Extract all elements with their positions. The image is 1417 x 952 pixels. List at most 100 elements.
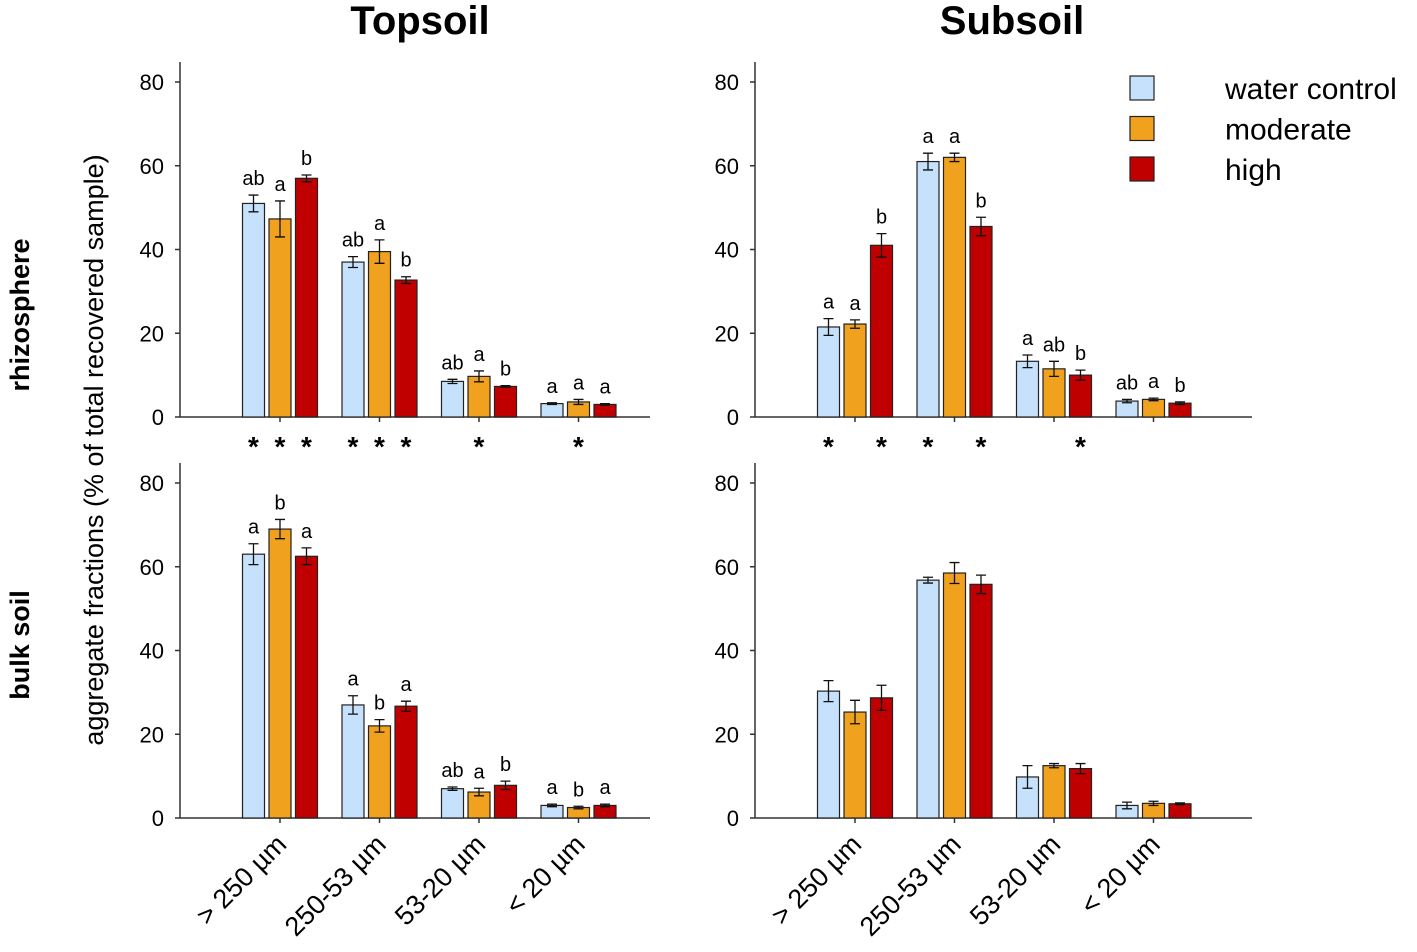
error-bar [923, 576, 933, 584]
bar-high [394, 279, 418, 418]
significance-letter: a [248, 517, 260, 539]
error-bar [1022, 354, 1033, 369]
error-bar [248, 194, 259, 213]
bar-moderate [268, 528, 292, 819]
significance-star: * [374, 431, 385, 462]
error-bar [823, 680, 834, 703]
error-bar [1148, 800, 1159, 807]
significance-letter: b [374, 693, 385, 715]
bar-water-control [916, 579, 940, 819]
y-tick-label: 20 [715, 722, 739, 747]
error-bar [573, 398, 584, 406]
bar-moderate [942, 156, 967, 418]
error-bar [547, 402, 557, 406]
bar-high [969, 225, 993, 418]
y-tick-label: 0 [152, 405, 164, 430]
error-bar [923, 152, 933, 171]
y-axis-label: aggregate fractions (% of total recovere… [79, 154, 109, 745]
error-bar [949, 152, 960, 163]
y-tick-label: 40 [140, 238, 164, 263]
error-bar [1049, 360, 1059, 378]
error-bar [275, 200, 285, 238]
significance-letter: ab [242, 168, 264, 190]
row-title-rhizosphere: rhizosphere [5, 238, 35, 391]
significance-letter: ab [342, 230, 364, 252]
error-bar [1049, 762, 1059, 769]
significance-star: * [401, 431, 412, 462]
bar-high [1068, 374, 1093, 418]
significance-letter: a [546, 376, 558, 398]
significance-star: * [573, 431, 584, 462]
bar-water-control [341, 704, 365, 819]
error-bar [976, 216, 986, 237]
error-bar [474, 787, 484, 797]
significance-letter: a [922, 126, 934, 148]
column-title-topsoil: Topsoil [350, 0, 489, 43]
significance-letter: a [849, 293, 861, 315]
error-bar [500, 384, 511, 388]
significance-letter: a [823, 292, 835, 314]
bar-moderate [843, 711, 867, 819]
significance-letter: b [975, 190, 986, 212]
error-bar [876, 684, 887, 712]
bar-water-control [440, 380, 465, 418]
error-bar [876, 232, 887, 258]
error-bar [547, 803, 557, 808]
significance-star: * [876, 431, 887, 462]
significance-letter: b [573, 779, 584, 801]
column-title-subsoil: Subsoil [940, 0, 1084, 43]
x-tick-label: < 20 µm [500, 829, 591, 920]
error-bar [374, 239, 385, 264]
error-bar [1122, 801, 1132, 810]
significance-letter: a [1022, 328, 1034, 350]
error-bar [301, 174, 312, 183]
error-bar [1175, 802, 1185, 806]
significance-star: * [301, 431, 312, 462]
significance-letter: a [573, 372, 585, 394]
y-tick-label: 40 [140, 639, 164, 664]
significance-letter: b [400, 250, 411, 272]
row-title-bulk-soil: bulk soil [5, 590, 35, 700]
significance-letter: a [301, 521, 313, 543]
bar-high [1168, 803, 1192, 819]
significance-letter: b [500, 359, 511, 381]
bar-moderate [1141, 398, 1166, 418]
x-tick-label: 250-53 µm [279, 829, 392, 942]
bar-water-control [540, 403, 564, 418]
bar-high [1068, 767, 1093, 819]
error-bar [850, 319, 860, 329]
y-tick-label: 0 [727, 405, 739, 430]
bar-water-control [1015, 360, 1040, 418]
bar-water-control [1115, 400, 1139, 418]
error-bar [600, 402, 610, 406]
bar-moderate [843, 323, 867, 418]
legend-swatch-water-control [1129, 75, 1155, 101]
bar-high [869, 697, 894, 819]
significance-letter: ab [1043, 334, 1065, 356]
error-bar [1148, 397, 1159, 402]
x-tick-label: 250-53 µm [854, 829, 967, 942]
bar-moderate [367, 725, 392, 819]
y-tick-label: 20 [140, 321, 164, 346]
significance-star: * [474, 431, 485, 462]
y-tick-label: 80 [715, 70, 739, 95]
bar-high [969, 583, 993, 819]
bar-water-control [241, 202, 266, 418]
x-tick-label: 53-20 µm [964, 829, 1066, 931]
significance-star: * [348, 431, 359, 462]
significance-letter: b [301, 148, 312, 170]
bar-moderate [367, 250, 392, 418]
bar-high [294, 177, 319, 418]
y-tick-label: 80 [140, 70, 164, 95]
error-bar [374, 718, 385, 733]
significance-letter: a [347, 669, 359, 691]
error-bar [447, 786, 458, 792]
bar-high [869, 244, 894, 418]
significance-star: * [923, 431, 934, 462]
error-bar [1022, 765, 1033, 789]
error-bar [949, 561, 960, 585]
error-bar [248, 543, 259, 566]
bar-water-control [440, 788, 465, 819]
y-tick-label: 40 [715, 238, 739, 263]
